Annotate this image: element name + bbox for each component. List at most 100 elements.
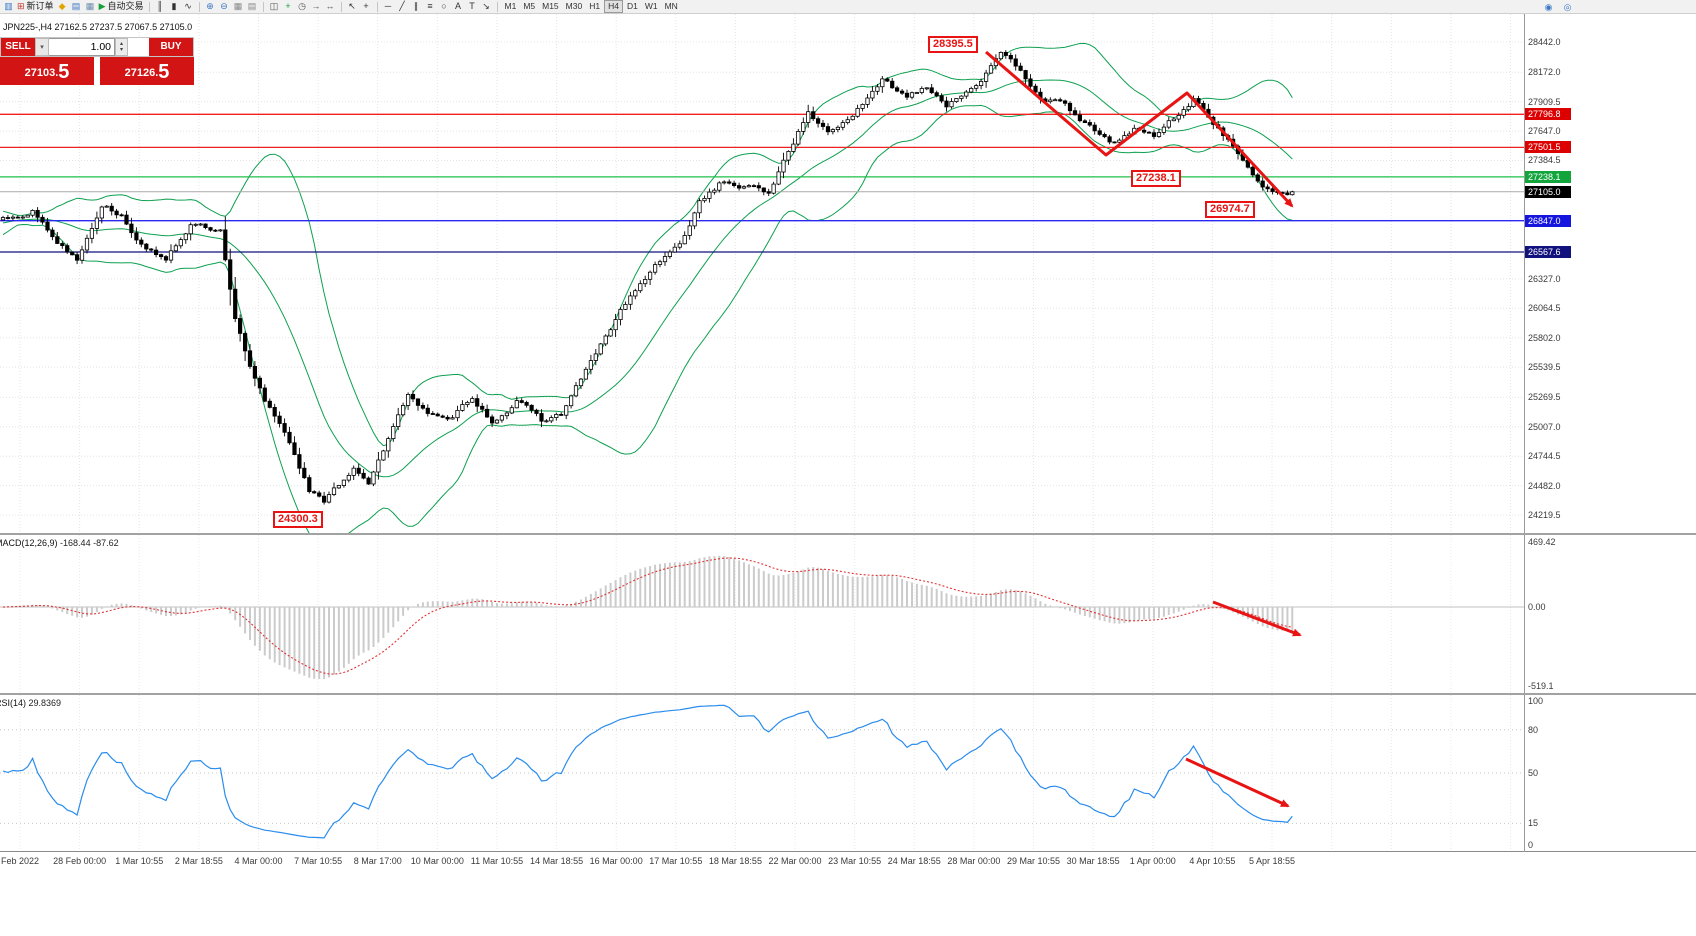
price-scale-label: 26327.0: [1528, 273, 1561, 284]
timeframe-d1-button[interactable]: D1: [626, 1, 638, 11]
arrows-icon[interactable]: ↘: [482, 1, 490, 11]
text-label-icon[interactable]: T: [469, 1, 475, 11]
time-axis-label: Feb 2022: [0, 856, 40, 866]
rsi-value: 29.8369: [28, 698, 62, 708]
toolbar-separator: [340, 1, 342, 12]
time-axis-label: 14 Mar 18:55: [530, 856, 584, 866]
timeframe-m30-button[interactable]: M30: [565, 1, 583, 11]
horizontal-line-icon[interactable]: ─: [384, 1, 392, 11]
one-click-trading-panel: SELL ▾ ▴ ▾ BUY 27103. 5 27126. 5: [0, 37, 194, 85]
favorites-icon[interactable]: ◆: [58, 1, 66, 11]
autoscroll-icon[interactable]: →: [311, 1, 321, 11]
rsi-scale-label: 80: [1528, 724, 1539, 735]
price-scale-label: 24482.0: [1528, 480, 1561, 491]
price-annotation[interactable]: 26974.7: [1205, 201, 1255, 218]
timeframe-m15-button[interactable]: M15: [542, 1, 559, 11]
indicators-icon[interactable]: +: [285, 1, 291, 11]
price-annotation[interactable]: 24300.3: [273, 511, 323, 528]
market-watch-icon[interactable]: ▤: [71, 1, 81, 11]
price-scale-label: 27384.5: [1528, 155, 1561, 166]
fibonacci-icon[interactable]: ≡: [427, 1, 433, 11]
rsi-scale-label: 0: [1528, 840, 1534, 850]
macd-indicator-panel[interactable]: [0, 535, 1524, 693]
zoom-out-icon[interactable]: ⊖: [220, 1, 228, 11]
new-chart-icon[interactable]: ▥: [4, 1, 13, 11]
time-axis-label: 1 Mar 10:55: [115, 856, 164, 866]
time-axis-label: 8 Mar 17:00: [353, 856, 402, 866]
price-scale-label: 25007.0: [1528, 421, 1561, 432]
time-axis-label: 2 Mar 18:55: [174, 856, 223, 866]
volume-stepper[interactable]: ▴ ▾: [115, 38, 128, 56]
channel-icon[interactable]: ∥: [413, 1, 419, 11]
sell-button[interactable]: SELL: [1, 38, 35, 56]
search-icon[interactable]: ◎: [1563, 2, 1572, 12]
text-icon[interactable]: A: [454, 1, 461, 11]
price-scale-label: 25802.0: [1528, 332, 1561, 343]
timeframe-h4-button[interactable]: H4: [604, 0, 623, 13]
grid-icon[interactable]: ▦: [233, 1, 243, 11]
level-price-tag: 26567.6: [1525, 245, 1571, 258]
timeframe-m1-button[interactable]: M1: [504, 1, 517, 11]
macd-indicator-label: MACD(12,26,9) -168.44 -87.62: [0, 538, 119, 548]
time-axis-label: 11 Mar 10:55: [470, 856, 524, 866]
bar-chart-icon[interactable]: ║: [156, 1, 164, 11]
sell-price-pip: 5: [58, 61, 70, 83]
timeframe-w1-button[interactable]: W1: [644, 1, 658, 11]
tile-windows-icon[interactable]: ◫: [269, 1, 279, 11]
time-axis-label: 29 Mar 10:55: [1007, 856, 1061, 866]
time-axis-border: [0, 851, 1696, 852]
time-scale[interactable]: Feb 2022 28 Feb 00:00 1 Mar 10:55 2 Mar 18:…: [0, 852, 1696, 870]
rsi-indicator-panel[interactable]: [0, 695, 1524, 851]
time-axis-label: 1 Apr 00:00: [1129, 856, 1176, 866]
current-price-tag: 27105.0: [1525, 185, 1571, 198]
shapes-icon[interactable]: ○: [441, 1, 447, 11]
price-scale-label: 25539.5: [1528, 362, 1561, 373]
price-scale-label: 24219.5: [1528, 510, 1561, 520]
toolbar-separator: [262, 1, 264, 12]
line-chart-icon[interactable]: ∿: [184, 1, 192, 11]
time-axis-label: 4 Apr 10:55: [1189, 856, 1236, 866]
buy-price-button[interactable]: 27126. 5: [100, 57, 194, 85]
trendline-icon[interactable]: ╱: [399, 1, 405, 11]
price-scale-label: 28442.0: [1528, 37, 1561, 47]
macd-scale-label: 469.42: [1528, 537, 1556, 547]
candlestick-chart-icon[interactable]: ▮: [171, 1, 177, 11]
time-axis-label: 30 Mar 18:55: [1066, 856, 1120, 866]
time-axis-label: 28 Mar 00:00: [947, 856, 1001, 866]
templates-icon[interactable]: ▤: [247, 1, 257, 11]
timeframe-m5-button[interactable]: M5: [523, 1, 536, 11]
zoom-in-icon[interactable]: ⊕: [206, 1, 214, 11]
chart-shift-icon[interactable]: ↔: [325, 1, 335, 11]
time-axis-label: 16 Mar 00:00: [589, 856, 643, 866]
crosshair-icon[interactable]: +: [363, 1, 369, 11]
volume-preset-dropdown[interactable]: ▾: [35, 38, 49, 56]
rsi-name: RSI(14): [0, 698, 27, 708]
price-axis-border: [1524, 14, 1525, 870]
community-icon[interactable]: ◉: [1544, 2, 1553, 12]
buy-button[interactable]: BUY: [149, 38, 193, 56]
price-annotation[interactable]: 28395.5: [928, 36, 978, 53]
new-order-button[interactable]: ⊞ 新订单: [17, 1, 54, 11]
time-axis-label: 17 Mar 10:55: [649, 856, 703, 866]
autotrading-button[interactable]: ▶ 自动交易: [98, 1, 144, 11]
timeframe-h1-button[interactable]: H1: [589, 1, 601, 11]
cursor-icon[interactable]: ↖: [348, 1, 356, 11]
panel-splitter[interactable]: [0, 533, 1696, 535]
sell-price-button[interactable]: 27103. 5: [0, 57, 94, 85]
main-toolbar: ▥ ⊞ 新订单 ◆ ▤ ▦ ▶ 自动交易 ║ ▮ ∿ ⊕ ⊖ ▦ ▤ ◫ + ◷ → ↔ ↖ + ─ ╱ ∥ ≡ ○ A T ↘ M1 M5 M…: [0, 0, 1696, 14]
panel-splitter[interactable]: [0, 693, 1696, 695]
time-axis-label: 22 Mar 00:00: [768, 856, 822, 866]
data-window-icon[interactable]: ▦: [85, 1, 95, 11]
level-price-tag: 27501.5: [1525, 141, 1571, 154]
periods-icon[interactable]: ◷: [298, 1, 306, 11]
macd-scale-label: 0.00: [1528, 602, 1546, 612]
time-axis-label: 5 Apr 18:55: [1248, 856, 1296, 866]
price-annotation[interactable]: 27238.1: [1131, 170, 1181, 187]
main-price-chart[interactable]: [0, 14, 1524, 533]
toolbar-separator: [496, 1, 498, 12]
time-axis-label: 23 Mar 10:55: [828, 856, 882, 866]
time-axis-label: 28 Feb 00:00: [53, 856, 107, 866]
timeframe-mn-button[interactable]: MN: [664, 1, 678, 11]
rsi-scale-label: 50: [1528, 768, 1539, 778]
volume-input[interactable]: [49, 38, 115, 56]
